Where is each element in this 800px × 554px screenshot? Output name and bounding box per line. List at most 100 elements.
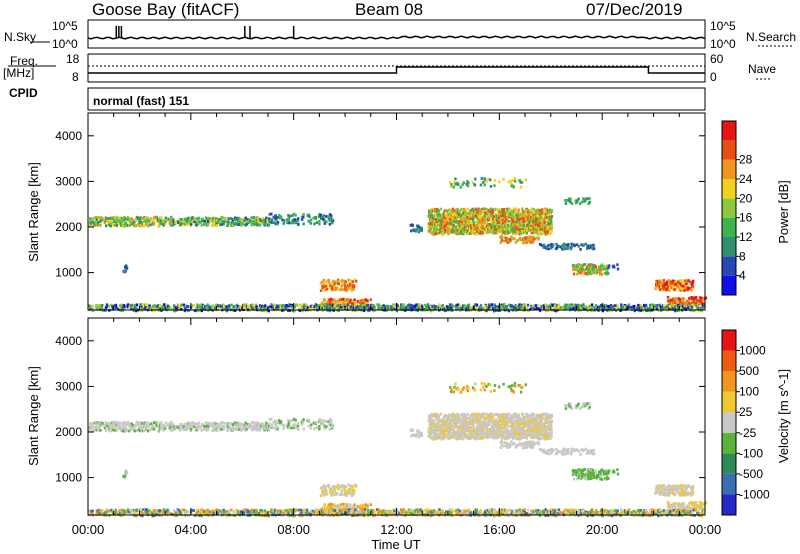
heatmap-cell <box>123 474 126 478</box>
heatmap-cell <box>466 231 469 235</box>
heatmap-cell <box>475 213 478 217</box>
heatmap-cell <box>484 304 487 308</box>
heatmap-cell <box>418 228 421 232</box>
heatmap-cell <box>654 286 658 290</box>
heatmap-cell <box>345 491 349 495</box>
heatmap-cell <box>516 209 519 213</box>
heatmap-cell <box>480 209 483 213</box>
heatmap-cell <box>412 304 415 308</box>
heatmap-cell <box>235 218 238 221</box>
heatmap-cell <box>348 303 352 307</box>
heatmap-cell <box>204 222 207 226</box>
heatmap-cell <box>630 306 633 310</box>
heatmap-cell <box>704 296 708 300</box>
heatmap-cell <box>139 421 142 425</box>
heatmap-cell <box>325 284 328 288</box>
heatmap-cell <box>105 217 108 220</box>
heatmap-cell <box>518 418 521 422</box>
heatmap-cell <box>683 301 686 305</box>
heatmap-cell <box>458 219 462 223</box>
heatmap-cell <box>287 419 290 422</box>
heatmap-cell <box>123 305 127 308</box>
heatmap-cell <box>219 422 222 426</box>
heatmap-cell <box>514 217 517 221</box>
heatmap-cell <box>694 303 697 307</box>
heatmap-cell <box>463 419 466 423</box>
heatmap-cell <box>155 422 158 426</box>
heatmap-cell <box>453 418 457 421</box>
heatmap-cell <box>535 306 539 310</box>
heatmap-cell <box>522 236 525 240</box>
heatmap-cell <box>607 272 610 275</box>
heatmap-cell <box>447 232 450 236</box>
heatmap-cell <box>417 225 420 229</box>
heatmap-cell <box>511 237 515 241</box>
heatmap-cell <box>139 422 142 426</box>
heatmap-cell <box>665 305 669 308</box>
heatmap-cell <box>452 223 455 227</box>
heatmap-cell <box>456 420 459 424</box>
heatmap-cell <box>504 427 508 431</box>
heatmap-cell <box>479 215 482 219</box>
heatmap-cell <box>93 426 96 430</box>
heatmap-cell <box>169 307 172 310</box>
heatmap-cell <box>456 425 459 428</box>
heatmap-cell <box>569 200 572 204</box>
heatmap-cell <box>491 413 494 417</box>
heatmap-cell <box>338 507 341 511</box>
heatmap-cell <box>515 430 518 434</box>
heatmap-cell <box>418 433 421 437</box>
heatmap-cell <box>145 303 149 307</box>
heatmap-cell <box>574 199 578 203</box>
heatmap-cell <box>674 300 677 304</box>
heatmap-cell <box>567 306 570 309</box>
heatmap-cell <box>526 434 529 437</box>
heatmap-cell <box>385 309 389 312</box>
heatmap-cell <box>475 211 478 215</box>
heatmap-cell <box>687 300 690 304</box>
heatmap-cell <box>540 232 543 236</box>
heatmap-cell <box>327 280 331 284</box>
heatmap-cell <box>124 264 128 268</box>
heatmap-cell <box>141 309 144 313</box>
heatmap-cell <box>512 420 515 424</box>
heatmap-cell <box>110 424 114 428</box>
heatmap-cell <box>561 247 564 251</box>
heatmap-cell <box>662 278 666 282</box>
heatmap-cell <box>472 224 476 227</box>
heatmap-cell <box>575 200 579 204</box>
heatmap-cell <box>486 421 489 425</box>
heatmap-cell <box>100 423 104 427</box>
heatmap-cell <box>250 216 253 220</box>
heatmap-cell <box>576 272 579 276</box>
heatmap-cell <box>517 425 521 429</box>
heatmap-cell <box>534 231 537 234</box>
heatmap-cell <box>460 225 463 229</box>
heatmap-cell <box>330 305 334 309</box>
heatmap-cell <box>471 220 474 224</box>
heatmap-cell <box>616 263 619 267</box>
heatmap-cell <box>515 225 518 229</box>
heatmap-cell <box>483 421 486 424</box>
heatmap-cell <box>479 304 483 307</box>
heatmap-cell <box>587 267 590 271</box>
heatmap-cell <box>471 218 475 222</box>
heatmap-cell <box>493 432 497 436</box>
heatmap-cell <box>588 306 592 310</box>
heatmap-cell <box>466 180 469 183</box>
beam-label: Beam 08 <box>355 0 424 19</box>
heatmap-cell <box>351 485 355 489</box>
heatmap-cell <box>276 420 280 424</box>
heatmap-cell <box>114 420 117 424</box>
heatmap-cell <box>302 215 305 219</box>
heatmap-cell <box>523 218 526 222</box>
heatmap-cell <box>99 223 102 227</box>
heatmap-cell <box>218 220 222 224</box>
nsky-series <box>87 35 706 40</box>
heatmap-cell <box>164 216 168 220</box>
heatmap-cell <box>359 299 362 303</box>
heatmap-cell <box>669 307 672 311</box>
heatmap-cell <box>409 306 413 310</box>
heatmap-cell <box>588 246 591 250</box>
heatmap-cell <box>179 217 182 221</box>
